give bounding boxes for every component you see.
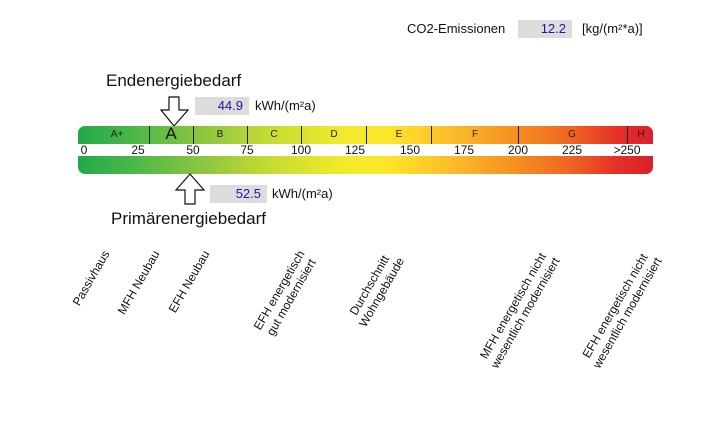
endenergie-heading: Endenergiebedarf <box>106 71 242 90</box>
class-label-e: E <box>395 129 403 140</box>
class-divider <box>301 126 302 144</box>
co2-label: CO2-Emissionen <box>407 21 506 36</box>
class-divider <box>431 126 432 144</box>
scale-tick-label: 150 <box>399 143 421 157</box>
scale-tick-label: 175 <box>453 143 475 157</box>
class-label-h: H <box>637 129 645 140</box>
scale-tick-label: >250 <box>613 143 641 157</box>
primaerenergie-value: 52.5 <box>210 185 267 203</box>
scale-tick-label: 225 <box>561 143 583 157</box>
primaerenergie-arrow-icon <box>175 173 206 205</box>
reference-label: EFH energetisch gut modernisiert <box>251 248 320 339</box>
co2-value: 12.2 <box>518 20 572 38</box>
class-divider <box>518 126 519 144</box>
class-divider <box>247 126 248 144</box>
class-label-a: A <box>165 124 177 143</box>
reference-label-line: Passivhaus <box>69 248 113 309</box>
class-divider <box>366 126 367 144</box>
reference-label: Durchschnitt Wohngebäude <box>344 248 407 330</box>
scale-tick-label: 0 <box>80 143 88 157</box>
energy-scale-bar <box>78 126 653 174</box>
class-label-aplus: A+ <box>110 129 124 140</box>
endenergie-unit: kWh/(m²a) <box>255 98 316 113</box>
scale-tick-label: 25 <box>131 143 145 157</box>
reference-label: MFH energetisch nicht wesentlich modernis… <box>476 248 563 370</box>
endenergie-arrow-icon <box>160 96 190 127</box>
primaerenergie-heading: Primärenergiebedarf <box>111 209 266 228</box>
class-divider <box>193 126 194 144</box>
scale-tick-label: 125 <box>344 143 366 157</box>
co2-unit: [kg/(m²*a)] <box>582 21 643 36</box>
scale-tick-label: 200 <box>507 143 529 157</box>
reference-label: MFH Neubau <box>115 248 163 317</box>
scale-tick-label: 75 <box>240 143 254 157</box>
primaerenergie-unit: kWh/(m²a) <box>272 186 333 201</box>
reference-label-line: MFH Neubau <box>114 248 163 317</box>
class-label-g: G <box>568 129 576 140</box>
class-label-f: F <box>471 129 479 140</box>
reference-label: Passivhaus <box>70 248 113 308</box>
class-label-c: C <box>270 129 278 140</box>
class-divider <box>627 126 628 144</box>
reference-label: EFH energetisch nicht wesentlich modernis… <box>578 248 665 370</box>
scale-tick-strip <box>78 144 653 156</box>
endenergie-value: 44.9 <box>195 97 249 115</box>
class-label-d: D <box>330 129 338 140</box>
scale-tick-label: 50 <box>186 143 200 157</box>
class-divider <box>149 126 150 144</box>
reference-label-line: EFH Neubau <box>165 248 213 316</box>
reference-label: EFH Neubau <box>166 248 213 315</box>
scale-tick-label: 100 <box>290 143 312 157</box>
class-label-b: B <box>216 129 224 140</box>
